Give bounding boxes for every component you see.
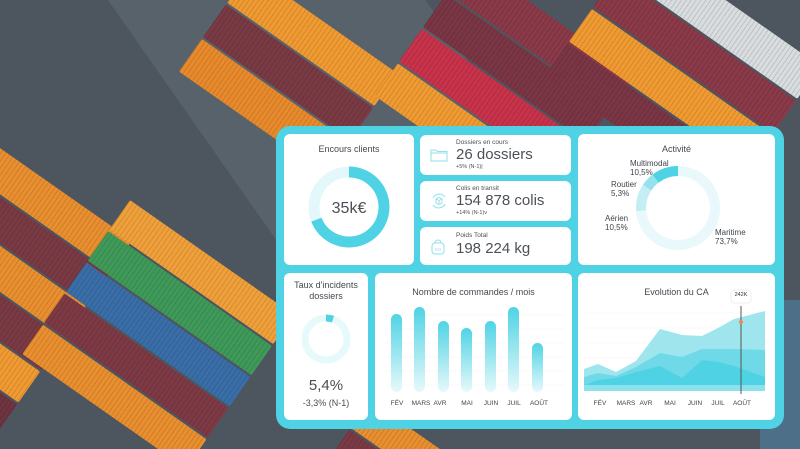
encours-donut-chart (308, 166, 390, 248)
box-transit-icon (432, 193, 446, 209)
kpi-dossiers-card: Dossiers en cours 26 dossiers +5% (N-1)| (420, 135, 571, 175)
ca-title: Evolution du CA (644, 287, 709, 297)
encours-value: 35k€ (331, 200, 367, 217)
encours-title: Encours clients (318, 144, 380, 154)
encours-clients-card: Encours clients 35k€ (284, 134, 414, 265)
kpi-dossiers-label: Dossiers en cours (456, 139, 509, 146)
commandes-x-axis: FÉV MARS AVR MAI JUIN JUIL AOÛT (390, 400, 549, 407)
activite-label-routier: Routier 5,3% (611, 180, 637, 198)
activite-label-aerien: Aérien 10,5% (605, 214, 629, 232)
kpi-colis-value: 154 878 colis (456, 192, 545, 209)
incidents-value: 5,4% (308, 377, 344, 394)
activite-donut-chart (636, 166, 720, 250)
ca-tooltip: 242K (734, 292, 748, 298)
ca-area-chart (584, 289, 768, 394)
activite-card: Activité Multimodal 10,5% Routier 5,3% Aér… (578, 134, 775, 265)
incidents-donut-chart (301, 314, 351, 364)
incidents-card: Taux d'incidents dossiers 5,4% -3,3% (N-… (284, 273, 368, 420)
activite-label-multimodal: Multimodal 10,5% (630, 159, 669, 177)
dashboard-panel: Encours clients 35k€ Dossiers en cours 2… (276, 126, 784, 429)
commandes-card: Nombre de commandes / mois (375, 273, 572, 420)
incidents-title: Taux d'incidents dossiers (294, 280, 358, 301)
ca-x-axis: FÉV MARS AVR MAI JUIN JUIL AOÛT (593, 400, 752, 407)
ca-card: Evolution du CA 242K FÉV MARS AVR MAI JU… (578, 273, 775, 420)
kpi-dossiers-value: 26 dossiers (456, 146, 533, 163)
kettlebell-kg-icon: KG (431, 239, 445, 255)
kpi-dossiers-sub: +5% (N-1)| (456, 164, 483, 170)
kpi-colis-sub: +14% (N-1)v (456, 210, 488, 216)
kpi-poids-card: KG Poids Total 198 224 kg (420, 227, 571, 265)
svg-text:KG: KG (435, 247, 442, 252)
activite-title: Activité (661, 144, 691, 154)
kpi-poids-label: Poids Total (456, 232, 488, 239)
folder-icon (430, 149, 448, 162)
commandes-bar-chart (385, 307, 565, 392)
kpi-poids-value: 198 224 kg (456, 240, 531, 257)
kpi-colis-card: Colis en transit 154 878 colis +14% (N-1… (420, 181, 571, 221)
commandes-title: Nombre de commandes / mois (412, 287, 535, 297)
incidents-sub: -3,3% (N-1) (302, 398, 350, 408)
activite-label-maritime: Maritime 73,7% (715, 228, 746, 246)
kpi-colis-label: Colis en transit (456, 185, 499, 192)
